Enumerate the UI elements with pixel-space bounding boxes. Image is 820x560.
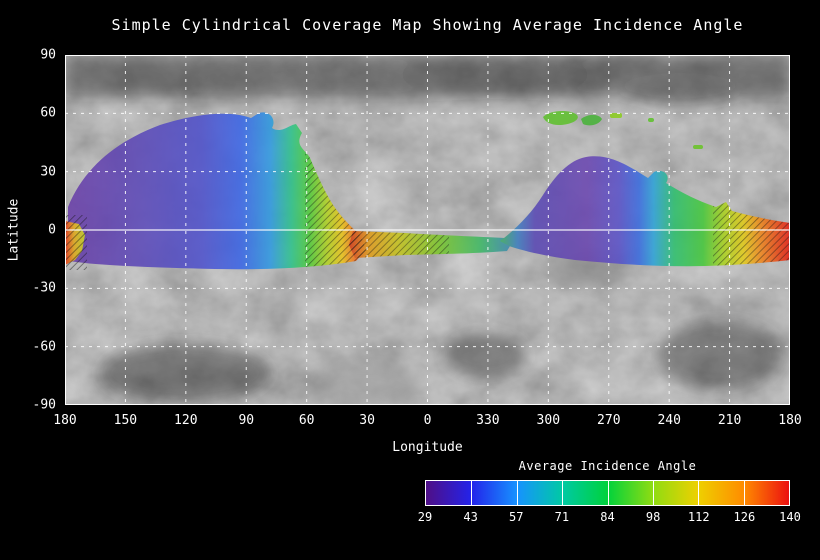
colorbar-separator (516, 481, 518, 505)
coverage-map-svg (65, 55, 790, 409)
gridlines (65, 55, 790, 405)
colorbar-separator (607, 481, 609, 505)
x-tick-label: 270 (597, 413, 621, 428)
x-tick-label: 330 (476, 413, 500, 428)
colorbar-tick-label: 57 (509, 510, 524, 524)
colorbar-labels: 29 43 57 71 84 98 112 126 140 (418, 510, 801, 528)
colorbar-separator (652, 481, 654, 505)
x-axis-title: Longitude (392, 440, 463, 455)
colorbar-tick-label: 71 (554, 510, 570, 524)
colorbar-tick-label: 112 (687, 510, 710, 524)
x-tick-label: 300 (536, 413, 561, 428)
y-tick-label: -90 (32, 397, 56, 413)
y-tick-label: -30 (32, 280, 56, 296)
y-tick-label: 90 (40, 47, 56, 63)
x-tick-label: 30 (359, 413, 375, 428)
colorbar-tick-label: 140 (779, 510, 801, 524)
map-plot (65, 55, 790, 409)
colorbar-gradient (425, 480, 790, 506)
figure-title: Simple Cylindrical Coverage Map Showing … (111, 16, 744, 34)
colorbar-separator (471, 481, 473, 505)
colorbar-separator (698, 481, 700, 505)
x-tick-label: 90 (238, 413, 255, 428)
colorbar-separator (743, 481, 745, 505)
coverage-north-patches (543, 111, 703, 149)
x-tick-label: 180 (778, 413, 802, 428)
colorbar: Average Incidence Angle 29 43 57 71 84 9… (418, 459, 801, 528)
x-tick-label: 180 (53, 413, 77, 428)
plot-border (65, 55, 790, 405)
y-tick-label: -60 (32, 339, 56, 355)
y-tick-label: 60 (40, 105, 56, 121)
x-tick-label: 60 (298, 413, 315, 428)
x-tick-label: 0 (423, 413, 432, 428)
x-tick-label: 150 (113, 413, 138, 428)
colorbar-tick-label: 84 (600, 510, 615, 524)
colorbar-tick-label: 98 (645, 510, 661, 524)
y-axis-title: Latitude (6, 198, 22, 262)
x-tick-label: 210 (717, 413, 742, 428)
x-tick-label: 240 (657, 413, 681, 428)
y-tick-label: 30 (40, 164, 56, 180)
colorbar-tick-label: 126 (733, 510, 756, 524)
colorbar-title: Average Incidence Angle (518, 459, 697, 473)
y-tick-label: 0 (48, 222, 56, 238)
colorbar-tick-label: 43 (463, 510, 478, 524)
x-tick-label: 120 (174, 413, 198, 428)
colorbar-separator (562, 481, 564, 505)
colorbar-tick-label: 29 (417, 510, 433, 524)
